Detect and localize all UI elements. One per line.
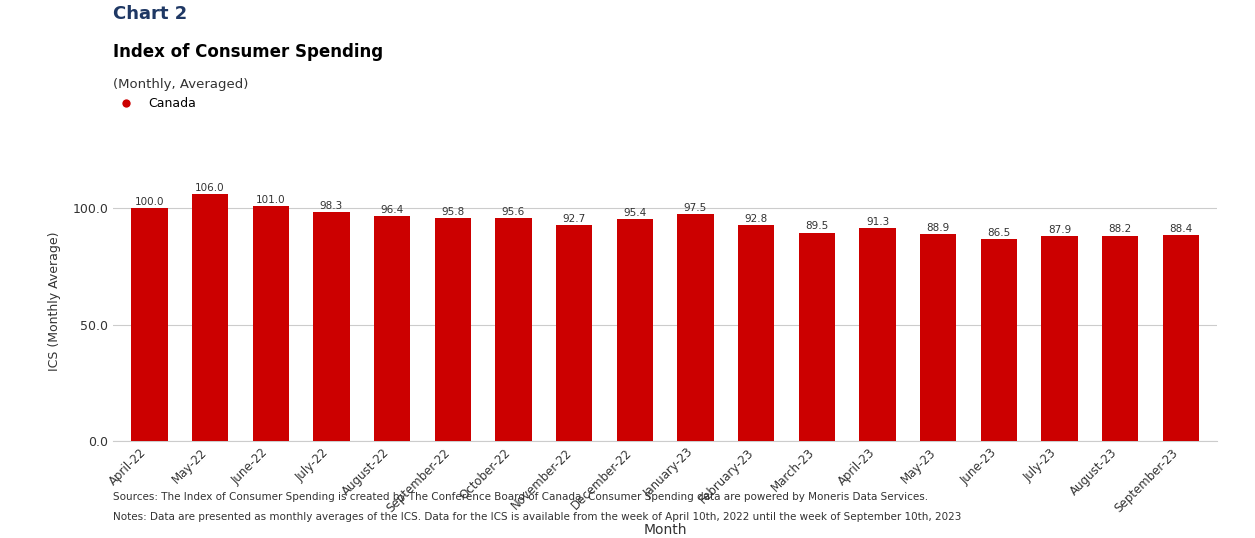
Bar [798, 232, 835, 441]
Text: Chart 2: Chart 2 [113, 5, 187, 23]
Text: 91.3: 91.3 [866, 217, 889, 227]
Bar [434, 218, 471, 441]
Bar [1102, 236, 1138, 441]
Text: (Monthly, Averaged): (Monthly, Averaged) [113, 78, 248, 91]
Text: 87.9: 87.9 [1048, 225, 1072, 235]
Bar [1162, 235, 1199, 441]
Text: 95.4: 95.4 [624, 208, 646, 217]
Text: 92.7: 92.7 [562, 214, 586, 224]
Text: 88.9: 88.9 [926, 223, 950, 233]
Bar [496, 218, 532, 441]
Text: 92.8: 92.8 [744, 214, 768, 224]
Text: 97.5: 97.5 [684, 203, 707, 213]
Text: 106.0: 106.0 [196, 183, 225, 193]
Bar [192, 194, 228, 441]
Bar [252, 206, 289, 441]
Bar [920, 234, 956, 441]
Text: Sources: The Index of Consumer Spending is created by The Conference Board of Ca: Sources: The Index of Consumer Spending … [113, 492, 929, 502]
Text: 96.4: 96.4 [380, 206, 404, 215]
Text: 100.0: 100.0 [134, 197, 164, 207]
Text: 98.3: 98.3 [320, 201, 343, 211]
Bar [314, 212, 350, 441]
Text: 95.8: 95.8 [442, 207, 464, 217]
Bar [556, 225, 592, 441]
Bar [678, 214, 714, 441]
Bar [374, 216, 410, 441]
Bar [738, 225, 774, 441]
Text: Notes: Data are presented as monthly averages of the ICS. Data for the ICS is av: Notes: Data are presented as monthly ave… [113, 512, 961, 522]
Bar [860, 228, 896, 441]
Text: 101.0: 101.0 [256, 195, 286, 204]
Text: 88.2: 88.2 [1108, 224, 1132, 235]
Text: 88.4: 88.4 [1170, 224, 1192, 234]
Text: 86.5: 86.5 [988, 228, 1010, 238]
Legend: Canada: Canada [108, 92, 201, 115]
Text: 89.5: 89.5 [806, 221, 828, 231]
Bar [1042, 236, 1078, 441]
X-axis label: Month: Month [644, 523, 686, 537]
Bar [980, 239, 1017, 441]
Text: 95.6: 95.6 [502, 207, 525, 217]
Text: Index of Consumer Spending: Index of Consumer Spending [113, 43, 383, 61]
Bar [132, 208, 168, 441]
Bar [616, 219, 653, 441]
Y-axis label: ICS (Monthly Average): ICS (Monthly Average) [48, 231, 61, 371]
